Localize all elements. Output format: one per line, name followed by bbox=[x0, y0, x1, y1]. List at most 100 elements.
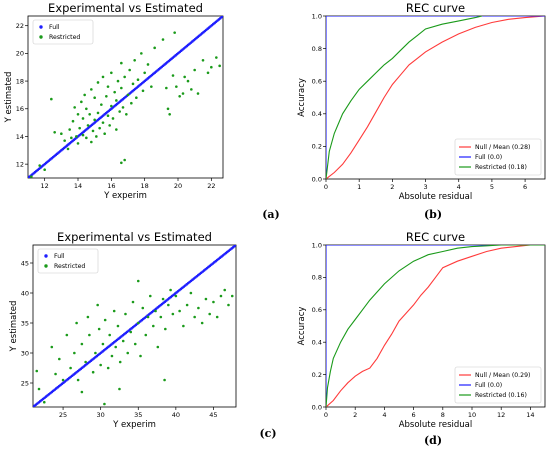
restricted-point bbox=[43, 168, 46, 171]
x-tick-label: 40 bbox=[172, 411, 180, 419]
y-axis-label-d: Accuracy bbox=[297, 307, 307, 346]
legend-marker-full bbox=[44, 254, 48, 258]
restricted-point bbox=[193, 315, 196, 319]
x-tick-label: 18 bbox=[141, 182, 149, 190]
y-tick-label: 0.0 bbox=[312, 403, 322, 411]
restricted-point bbox=[161, 297, 165, 301]
restricted-point bbox=[123, 158, 126, 162]
full-point bbox=[234, 245, 236, 247]
panel-a: Experimental vs Estimated 12 14 16 18 20 22 12 1… bbox=[4, 1, 280, 221]
legend-label-restricted: Restricted (0.16) bbox=[475, 392, 527, 399]
restricted-point bbox=[115, 128, 118, 131]
x-tick-label: 22 bbox=[207, 182, 215, 190]
restricted-point bbox=[210, 65, 213, 69]
restricted-point bbox=[76, 378, 80, 382]
x-tick-label: 3 bbox=[423, 183, 427, 191]
y-tick-label: 1.0 bbox=[312, 241, 322, 249]
restricted-point bbox=[106, 114, 110, 117]
y-axis-label-b: Accuracy bbox=[297, 78, 307, 117]
restricted-point bbox=[42, 400, 46, 404]
restricted-point bbox=[85, 136, 88, 140]
restricted-point bbox=[105, 95, 108, 98]
legend-label-restricted: Restricted bbox=[49, 34, 80, 41]
restricted-point bbox=[114, 345, 118, 349]
restricted-point bbox=[88, 333, 91, 337]
restricted-point bbox=[100, 103, 103, 106]
restricted-point bbox=[196, 92, 200, 95]
y-tick-label: 0.4 bbox=[312, 110, 322, 118]
restricted-point bbox=[120, 161, 123, 165]
restricted-point bbox=[108, 333, 111, 337]
y-tick-label: 16 bbox=[16, 105, 24, 113]
restricted-point bbox=[183, 75, 186, 79]
restricted-point bbox=[110, 354, 114, 358]
y-tick-label: 0.6 bbox=[312, 306, 322, 314]
restricted-point bbox=[206, 71, 210, 75]
restricted-point bbox=[106, 85, 110, 88]
y-tick-label: 14 bbox=[16, 133, 24, 141]
restricted-point bbox=[135, 96, 138, 99]
restricted-point bbox=[143, 71, 146, 75]
legend-label-null: Null / Mean (0.28) bbox=[475, 144, 530, 151]
legend-label-full: Full (0.0) bbox=[475, 382, 502, 389]
y-tick-label: 25 bbox=[21, 379, 29, 387]
legend-box-b bbox=[454, 138, 542, 176]
legend-marker-restricted bbox=[39, 35, 43, 39]
restricted-point bbox=[91, 129, 95, 133]
legend-box-a bbox=[32, 19, 94, 45]
caption-b: (b) bbox=[424, 208, 442, 221]
restricted-point bbox=[88, 113, 91, 116]
restricted-point bbox=[201, 59, 205, 62]
x-tick-label: 5 bbox=[490, 183, 494, 191]
restricted-point bbox=[76, 142, 80, 145]
restricted-point bbox=[144, 333, 148, 337]
restricted-point bbox=[139, 354, 142, 358]
restricted-point bbox=[219, 294, 223, 298]
restricted-point bbox=[174, 294, 178, 298]
restricted-point bbox=[120, 61, 123, 65]
restricted-point bbox=[103, 132, 106, 135]
x-tick-label: 14 bbox=[526, 411, 534, 419]
restricted-point bbox=[159, 315, 163, 319]
restricted-point bbox=[136, 279, 140, 283]
restricted-point bbox=[96, 303, 99, 307]
chart-title-a: Experimental vs Estimated bbox=[48, 1, 203, 15]
legend-label-full: Full bbox=[54, 253, 65, 260]
restricted-point bbox=[66, 147, 70, 151]
y-tick-label: 40 bbox=[21, 289, 29, 297]
full-point bbox=[221, 16, 223, 18]
legend-label-full: Full (0.0) bbox=[475, 154, 502, 161]
restricted-point bbox=[118, 360, 122, 364]
y-tick-label: 0.8 bbox=[312, 45, 322, 53]
restricted-point bbox=[54, 372, 57, 376]
x-tick-label: 6 bbox=[523, 183, 527, 191]
restricted-point bbox=[121, 106, 125, 109]
y-tick-label: 20 bbox=[16, 50, 24, 58]
restricted-point bbox=[65, 333, 69, 337]
panel-c: Experimental vs Estimated 25 30 35 40 45 25 30 3… bbox=[9, 230, 277, 440]
legend-label-null: Null / Mean (0.29) bbox=[475, 372, 530, 379]
restricted-point bbox=[125, 113, 128, 116]
restricted-point bbox=[130, 101, 133, 105]
x-axis-label-d: Absolute residual bbox=[399, 420, 473, 430]
y-tick-label: 0.4 bbox=[312, 339, 322, 347]
restricted-point bbox=[80, 342, 84, 346]
restricted-point bbox=[208, 312, 211, 316]
x-tick-label: 12 bbox=[497, 411, 505, 419]
restricted-point bbox=[118, 387, 121, 391]
restricted-point bbox=[63, 139, 66, 142]
restricted-point bbox=[227, 303, 230, 307]
restricted-point bbox=[223, 288, 227, 292]
y-tick-label: 0.6 bbox=[312, 78, 322, 86]
restricted-point bbox=[81, 133, 85, 137]
series-line-restricted bbox=[326, 16, 483, 179]
restricted-point bbox=[80, 100, 83, 104]
restricted-point bbox=[131, 82, 135, 86]
y-tick-label: 0.2 bbox=[312, 371, 322, 379]
restricted-point bbox=[204, 297, 208, 301]
x-tick-label: 0 bbox=[324, 411, 328, 419]
restricted-point bbox=[178, 309, 181, 313]
restricted-point bbox=[189, 291, 193, 295]
y-tick-label: 22 bbox=[16, 22, 24, 30]
legend-label-restricted: Restricted (0.18) bbox=[475, 164, 527, 171]
